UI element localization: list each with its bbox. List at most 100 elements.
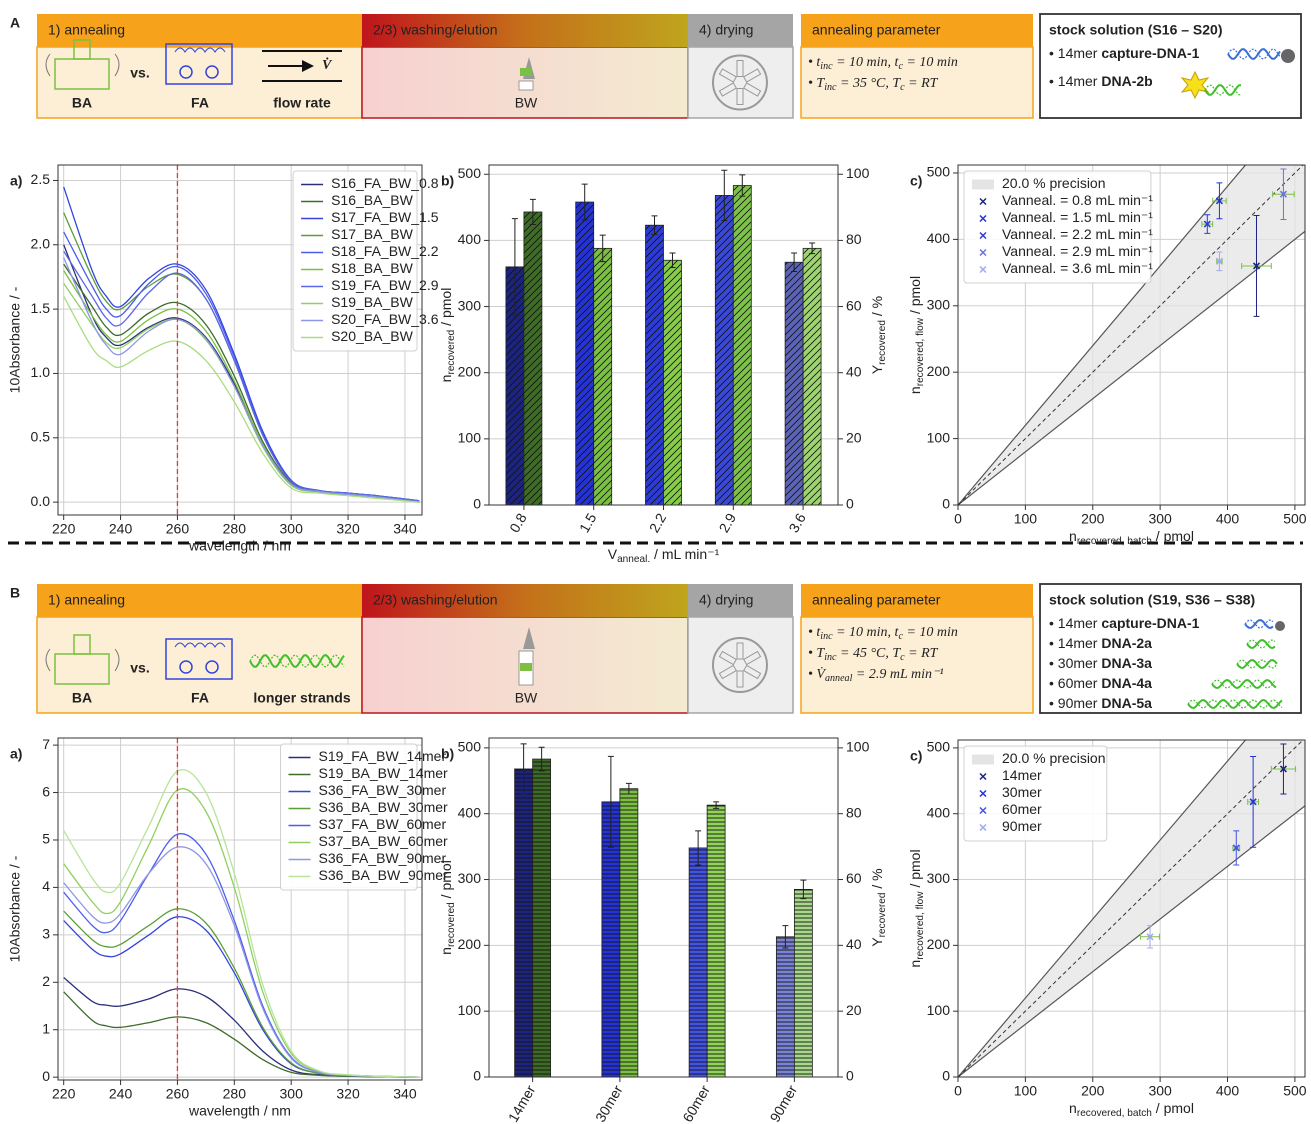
y-axis-label-part: / pmol xyxy=(438,288,454,330)
stock-line-part: DNA-3a xyxy=(1101,655,1152,671)
y-axis-label-part: recovered xyxy=(446,902,457,947)
x-axis-label: nrecovered, batch / pmol xyxy=(1069,528,1194,547)
parameter-line-part: inc xyxy=(824,652,837,663)
scatter-point xyxy=(1215,197,1223,205)
precision-line xyxy=(958,165,1247,505)
y-axis-label-part: n xyxy=(438,375,454,383)
panel-label: c) xyxy=(910,748,922,764)
section-label: B xyxy=(10,585,20,601)
stock-line-part: DNA-4a xyxy=(1101,675,1152,691)
centrifuge-icon xyxy=(712,54,768,111)
x-tick-label: 0 xyxy=(954,511,962,527)
y-tick-label: 0 xyxy=(942,496,950,512)
x-tick-label: 300 xyxy=(1148,1083,1172,1099)
legend-label: 20.0 % precision xyxy=(1002,750,1106,766)
scatter-point xyxy=(1203,220,1211,228)
shake-icon xyxy=(45,53,120,77)
identity-line xyxy=(958,740,1304,1077)
legend-swatch xyxy=(979,823,987,832)
parameter-line-part: c xyxy=(900,652,905,663)
stock-line: • 14mer DNA-2b xyxy=(1049,73,1153,89)
y-tick-label: 400 xyxy=(458,804,482,820)
legend-label: Vanneal. = 1.5 mL min⁻¹ xyxy=(1002,209,1153,225)
y-tick-label: 1.0 xyxy=(31,364,51,380)
bar-hatch xyxy=(514,768,533,1077)
panel-header xyxy=(801,584,1033,617)
parameter-line: • Tinc = 45 °C, Tc = RT xyxy=(808,646,939,663)
x-axis-label-part: / pmol xyxy=(1152,1100,1194,1116)
stock-line-part: capture-DNA-1 xyxy=(1101,45,1199,61)
legend-swatch xyxy=(979,248,987,257)
x-axis-label-part: anneal. xyxy=(617,554,650,565)
x-axis-label: wavelength / nm xyxy=(188,1103,291,1119)
y-tick-label: 100 xyxy=(458,430,482,446)
error-bar xyxy=(651,215,658,235)
parameter-line-part: = 2.9 mL min⁻¹ xyxy=(852,667,943,682)
x-axis-label-part: n xyxy=(1069,1100,1077,1116)
centrifuge-icon xyxy=(743,664,762,680)
error-bar xyxy=(669,252,676,269)
spectrum-line xyxy=(63,769,420,1078)
error-bar xyxy=(791,252,798,272)
centrifuge-icon xyxy=(736,88,744,105)
x-axis-label-part: n xyxy=(1069,528,1077,544)
x-tick-label: 320 xyxy=(336,1086,360,1102)
y2-axis-label-part: recovered xyxy=(877,892,888,937)
parameter-line-part: = 10 min, t xyxy=(833,625,900,640)
legend-label: 60mer xyxy=(1002,801,1042,817)
bead-icon xyxy=(1281,49,1295,63)
centrifuge-icon xyxy=(743,650,762,666)
annealing-item: vs. xyxy=(130,65,149,81)
dropper-icon xyxy=(523,627,535,649)
legend-swatch xyxy=(979,197,987,206)
x-tick-label: 220 xyxy=(52,521,76,537)
x-axis-label-part: / mL min⁻¹ xyxy=(650,546,719,562)
panel-body xyxy=(687,616,794,714)
stock-line-part: capture-DNA-1 xyxy=(1101,615,1199,631)
legend-swatch xyxy=(979,214,987,223)
y2-tick-label: 40 xyxy=(846,936,862,952)
y-tick-label: 500 xyxy=(927,739,951,755)
x-tick-label: 3.6 xyxy=(785,510,809,535)
centrifuge-icon xyxy=(736,642,744,660)
legend-swatch xyxy=(979,789,987,798)
error-bar xyxy=(739,174,746,197)
panel-label: b) xyxy=(441,746,454,762)
parameter-line-part: c xyxy=(900,82,905,93)
tube-liquid xyxy=(520,68,532,76)
precision-line xyxy=(958,740,1247,1077)
x-tick-label: 400 xyxy=(1216,511,1240,527)
panel-header xyxy=(362,14,688,47)
y-axis-label-part: recovered, flow xyxy=(915,891,926,960)
stock-line: • 14mer capture-DNA-1 xyxy=(1049,45,1200,61)
bar-hatch xyxy=(733,185,752,505)
legend-label: S18_BA_BW xyxy=(331,260,413,276)
bar-hatch xyxy=(707,805,726,1077)
centrifuge-icon xyxy=(718,664,737,680)
y-axis-label-part: n xyxy=(907,386,923,394)
parameter-line-part: = RT xyxy=(905,76,939,91)
legend-swatch xyxy=(972,754,994,765)
centrifuge-icon xyxy=(736,670,744,688)
bead-icon xyxy=(1275,621,1285,631)
bar-hatch xyxy=(794,889,813,1077)
error-bar xyxy=(529,198,536,226)
x-tick-label: 300 xyxy=(1148,511,1172,527)
legend-swatch xyxy=(979,772,987,781)
error-bar xyxy=(800,879,807,900)
chart: 0 100 200 300 400 500 0 100 200 300 400 500 20.0 % p… xyxy=(927,739,1307,1099)
plot-frame xyxy=(488,737,839,1078)
legend-box xyxy=(963,170,1152,284)
chart: 0.0 0.5 1.0 1.5 2.0 2.5 220 240 260 280 300 320 340 S… xyxy=(31,164,439,537)
parameter-line-part: • T xyxy=(808,646,825,661)
y-axis-label-part: n xyxy=(438,947,454,955)
x-tick-label: 90mer xyxy=(766,1082,800,1124)
y-tick-label: 200 xyxy=(927,936,951,952)
legend-label: Vanneal. = 3.6 mL min⁻¹ xyxy=(1002,260,1153,276)
bar-hatch xyxy=(689,847,708,1077)
x-axis-label-part: V xyxy=(608,546,618,562)
flow-symbol: V̇ xyxy=(322,56,333,73)
panel-body xyxy=(800,616,1034,714)
y-axis-label: nrecovered / pmol xyxy=(438,288,457,383)
parameter-line-part: = RT xyxy=(905,646,939,661)
